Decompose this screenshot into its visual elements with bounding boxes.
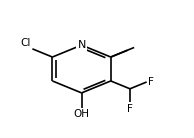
Text: Cl: Cl: [20, 38, 30, 48]
Text: OH: OH: [74, 109, 90, 119]
Text: F: F: [148, 77, 154, 87]
Text: F: F: [127, 104, 133, 114]
Text: N: N: [77, 40, 86, 50]
